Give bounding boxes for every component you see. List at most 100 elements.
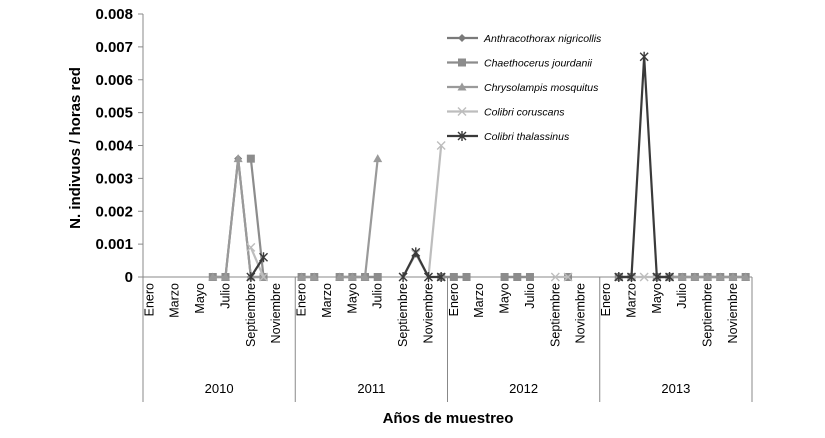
y-axis-label: N. indivuos / horas red xyxy=(67,67,84,229)
y-tick-label: 0.008 xyxy=(95,6,133,23)
month-tick-label: Mayo xyxy=(193,283,207,314)
month-tick-label: Septiembre xyxy=(701,283,715,347)
month-tick-label: Enero xyxy=(599,283,613,316)
month-tick-label: Septiembre xyxy=(548,283,562,347)
legend-item: Chrysolampis mosquitus xyxy=(447,82,599,94)
data-point xyxy=(728,272,738,281)
y-tick-label: 0.007 xyxy=(95,39,133,56)
month-tick-label: Mayo xyxy=(650,283,664,314)
y-tick-label: 0.003 xyxy=(95,170,133,187)
series-line xyxy=(402,145,443,281)
series-4 xyxy=(246,51,675,282)
month-tick-label: Mayo xyxy=(498,283,512,314)
year-label: 2013 xyxy=(661,381,690,396)
data-point xyxy=(550,272,560,282)
data-point xyxy=(309,272,319,281)
data-point xyxy=(423,272,433,282)
data-point xyxy=(652,272,662,282)
month-tick-label: Enero xyxy=(447,283,461,316)
data-point xyxy=(500,273,509,281)
data-point xyxy=(462,273,471,281)
y-tick-label: 0.002 xyxy=(95,203,133,220)
data-point xyxy=(335,272,345,281)
series-3 xyxy=(246,141,662,282)
data-point xyxy=(436,272,446,282)
month-tick-label: Mayo xyxy=(345,283,359,314)
legend-item: Anthracothorax nigricollis xyxy=(447,33,602,45)
y-tick-label: 0.005 xyxy=(95,105,133,122)
legend-marker xyxy=(458,58,466,67)
data-point xyxy=(741,272,751,281)
legend-label: Chaethocerus jourdanii xyxy=(484,58,593,70)
data-point xyxy=(690,272,700,281)
data-point xyxy=(259,252,269,263)
data-point xyxy=(703,272,713,281)
legend-label: Colibri thalassinus xyxy=(484,131,570,143)
data-point xyxy=(398,272,408,282)
y-tick-label: 0.001 xyxy=(95,236,133,253)
series-line xyxy=(618,56,670,279)
month-tick-label: Marzo xyxy=(168,283,182,318)
month-tick-label: Julio xyxy=(523,283,537,309)
x-axis-label: Años de muestreo xyxy=(383,410,514,427)
data-point xyxy=(373,273,382,281)
legend-label: Chrysolampis mosquitus xyxy=(484,82,599,94)
data-point xyxy=(436,141,446,150)
data-point xyxy=(220,272,230,281)
series-0 xyxy=(208,154,750,281)
data-point xyxy=(677,272,687,281)
data-point xyxy=(626,272,636,282)
legend-marker xyxy=(457,131,467,141)
data-point xyxy=(614,272,624,282)
y-tick-label: 0.006 xyxy=(95,72,133,89)
month-tick-label: Marzo xyxy=(320,283,334,318)
month-tick-label: Julio xyxy=(218,283,232,309)
year-label: 2011 xyxy=(357,381,385,396)
data-point xyxy=(259,272,269,282)
legend-marker xyxy=(457,107,467,116)
data-point xyxy=(411,247,421,258)
series-line xyxy=(402,249,442,279)
series-line xyxy=(249,256,265,278)
month-tick-label: Julio xyxy=(675,283,689,309)
data-point xyxy=(246,154,255,163)
year-label: 2012 xyxy=(509,381,538,396)
series-2 xyxy=(208,154,751,281)
legend-item: Colibri thalassinus xyxy=(447,131,570,143)
data-point xyxy=(665,272,675,282)
x-axis: Enero Marzo Mayo Julio Septiembre Noviembre 20… xyxy=(142,276,753,402)
legend-marker xyxy=(457,82,467,91)
series-line xyxy=(249,158,265,278)
data-point xyxy=(297,272,307,281)
data-point xyxy=(449,273,458,281)
data-point xyxy=(639,51,649,62)
legend-item: Chaethocerus jourdanii xyxy=(447,58,593,70)
month-tick-label: Noviembre xyxy=(574,283,588,343)
data-point xyxy=(360,272,370,281)
data-point xyxy=(246,272,256,282)
month-tick-label: Noviembre xyxy=(269,283,283,343)
data-point xyxy=(347,272,357,281)
data-point xyxy=(563,272,573,282)
data-point xyxy=(525,273,534,281)
data-point xyxy=(513,273,522,281)
month-tick-label: Enero xyxy=(142,283,156,316)
legend-marker xyxy=(458,34,466,42)
data-point xyxy=(715,272,725,281)
legend-item: Colibri coruscans xyxy=(447,107,565,119)
month-tick-label: Noviembre xyxy=(421,283,435,343)
series-line xyxy=(339,158,379,279)
series-1 xyxy=(208,154,750,281)
data-point xyxy=(373,154,383,163)
legend: Anthracothorax nigricollis Chaethocerus j… xyxy=(447,33,602,143)
data-point xyxy=(208,272,218,281)
data-point xyxy=(639,272,649,282)
legend-label: Anthracothorax nigricollis xyxy=(483,33,602,45)
month-tick-label: Marzo xyxy=(472,283,486,318)
month-tick-label: Julio xyxy=(371,283,385,309)
month-tick-label: Enero xyxy=(295,283,309,316)
year-label: 2010 xyxy=(205,381,234,396)
data-point xyxy=(233,154,243,163)
month-tick-label: Septiembre xyxy=(396,283,410,347)
